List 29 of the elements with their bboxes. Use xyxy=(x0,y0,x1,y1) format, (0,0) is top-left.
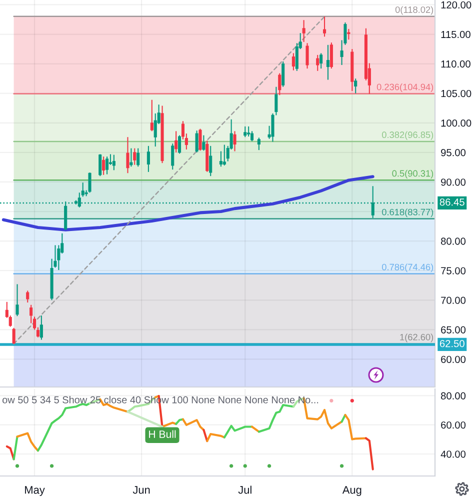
x-tick-label: Jul xyxy=(238,486,252,494)
ref-line-label: 0.618(83.77) xyxy=(382,208,434,218)
ref-line-label: 1(62.60) xyxy=(400,334,434,342)
y-tick-label: 75.00 xyxy=(441,267,466,274)
ref-line-label: 0.236(104.94) xyxy=(376,83,434,92)
y-tick-label: 110.00 xyxy=(441,60,470,68)
y-tick-label: 65.00 xyxy=(441,326,466,334)
y-tick-label: 70.00 xyxy=(441,296,466,304)
x-tick-label: Aug xyxy=(342,486,362,496)
annotation: H Bull xyxy=(149,430,176,438)
ref-line-label: 0.786(74.46) xyxy=(382,264,434,272)
y-tick-label: 120.00 xyxy=(441,1,472,8)
y-tick-label: 115.00 xyxy=(441,30,470,38)
y-tick-label: 100.00 xyxy=(441,119,472,127)
x-tick-label: May xyxy=(25,486,45,496)
ref-line-label: 0.5(90.31) xyxy=(392,170,434,178)
y-tick-label: 90.00 xyxy=(441,178,466,186)
annotation: 86.45 xyxy=(440,198,464,206)
annotation: 62.50 xyxy=(440,340,464,348)
y-tick-label: 95.00 xyxy=(441,149,466,156)
ref-line-label: 0(118.02) xyxy=(395,6,434,15)
y-tick-label: 40.00 xyxy=(440,450,466,458)
y-tick-label: 60.00 xyxy=(441,421,466,429)
y-tick-label: 80.00 xyxy=(440,392,466,400)
y-tick-label: 105.00 xyxy=(441,90,472,98)
y-tick-label: 60.00 xyxy=(441,356,466,364)
ref-line-label: 0.382(96.85) xyxy=(382,131,434,140)
x-tick-label: Jun xyxy=(132,486,150,494)
y-tick-label: 80.00 xyxy=(440,238,466,245)
